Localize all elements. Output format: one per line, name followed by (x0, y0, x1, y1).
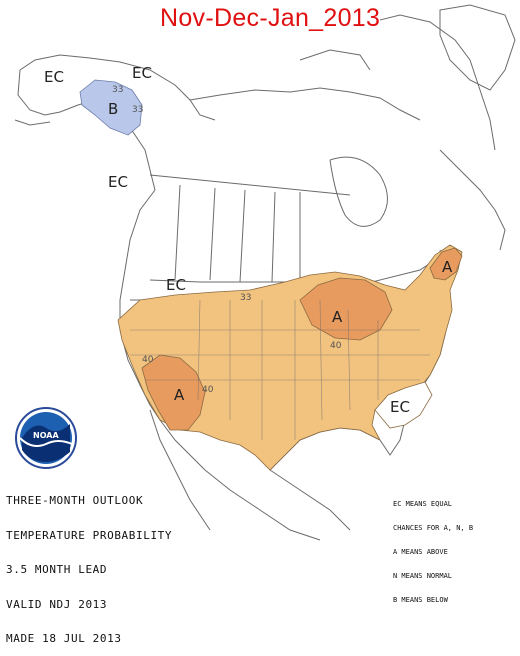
contour-label-33-alaska-b: 33 (132, 105, 143, 115)
above-label-greatlakes: A (332, 308, 343, 326)
above-normal-40-southwest (141, 354, 206, 431)
caption-line: THREE-MONTH OUTLOOK (6, 494, 144, 507)
ec-label-alaska-west: EC (44, 68, 64, 86)
ec-label-alaska-north: EC (132, 64, 152, 82)
above-label-northeast: A (442, 258, 453, 276)
caption-line: 3.5 MONTH LEAD (6, 563, 108, 576)
contour-label-40-southwest: 40 (142, 355, 154, 365)
below-label-alaska: B (108, 100, 118, 118)
noaa-logo: NOAA (15, 407, 77, 469)
below-normal-33-region (79, 79, 143, 136)
equal-chances-southeast (374, 381, 433, 429)
legend-key: EC MEANS EQUAL CHANCES FOR A, N, B A MEA… (393, 484, 473, 612)
caption-line: MADE 18 JUL 2013 (6, 632, 122, 645)
contour-label-40-greatlakes: 40 (330, 341, 342, 351)
contour-label-40-south: 40 (202, 385, 214, 395)
contour-label-33-conus: 33 (240, 293, 251, 303)
contour-label-33-alaska-a: 33 (112, 85, 123, 95)
above-normal-40-greatlakes (299, 277, 393, 341)
legend-line: EC MEANS EQUAL (393, 500, 453, 508)
region-labels: EC EC EC EC EC A A A B 33 33 33 40 40 40 (44, 64, 453, 416)
ec-label-canada-west: EC (108, 173, 128, 191)
legend-line: B MEANS BELOW (393, 596, 448, 604)
above-normal-40-northeast (429, 247, 463, 281)
caption-line: TEMPERATURE PROBABILITY (6, 528, 173, 542)
legend-line: CHANCES FOR A, N, B (393, 524, 474, 532)
map-title: Nov-Dec-Jan_2013 (160, 4, 381, 32)
ec-label-pacific-nw: EC (166, 276, 186, 294)
legend-line: N MEANS NORMAL (393, 572, 453, 580)
legend-line: A MEANS ABOVE (393, 548, 448, 556)
state-borders-overlay (130, 299, 430, 440)
noaa-logo-text: NOAA (33, 431, 59, 440)
outlook-map: EC EC EC EC EC A A A B 33 33 33 40 40 40… (14, 4, 516, 541)
above-label-southwest: A (174, 386, 185, 404)
ec-label-southeast: EC (390, 398, 410, 416)
outlook-caption: THREE-MONTH OUTLOOK TEMPERATURE PROBABIL… (6, 472, 172, 656)
caption-line: VALID NDJ 2013 (6, 597, 108, 611)
